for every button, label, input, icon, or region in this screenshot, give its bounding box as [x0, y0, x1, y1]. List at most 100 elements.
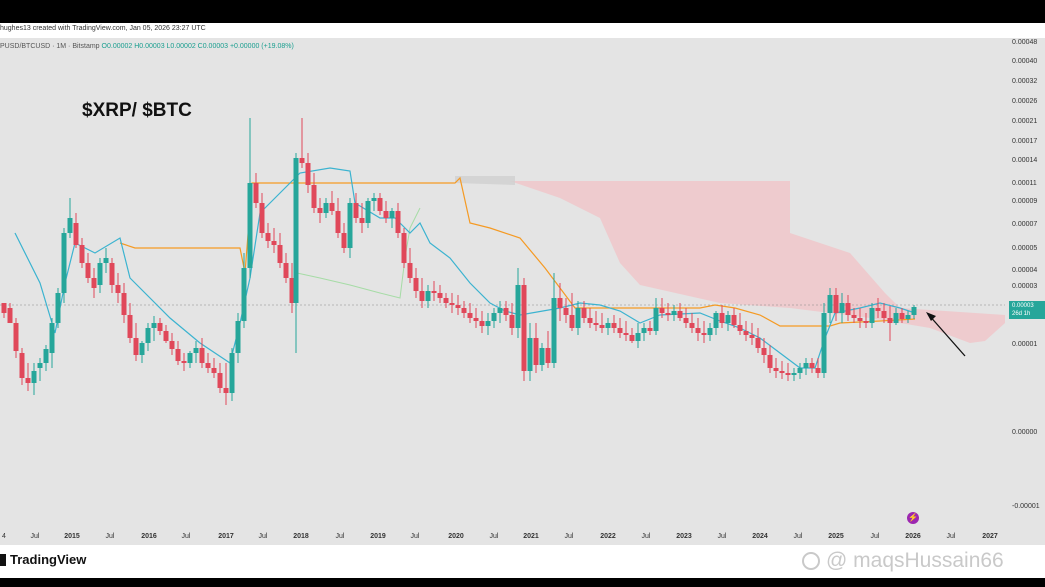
- candle-body: [461, 308, 467, 313]
- candle-body: [587, 318, 593, 323]
- candle-body: [485, 321, 491, 326]
- y-tick-label: 0.00032: [1012, 78, 1037, 85]
- candle-body: [863, 321, 869, 323]
- last-price-value: 0.00003: [1012, 303, 1034, 309]
- ichimoku-cloud: [510, 181, 1005, 343]
- candle-body: [305, 163, 311, 185]
- x-tick-label: Jul: [871, 533, 880, 540]
- x-tick-label: Jul: [336, 533, 345, 540]
- symbol-label: PUSD/BTCUSD · 1M · Bitstamp: [0, 43, 100, 50]
- candle-body: [743, 331, 749, 335]
- x-tick-label: 2022: [600, 533, 616, 540]
- candle-body: [259, 203, 265, 233]
- candle-body: [821, 313, 827, 373]
- candle-body: [443, 298, 449, 303]
- candle-body: [293, 158, 299, 303]
- candle-body: [277, 245, 283, 263]
- y-tick-label: 0.00040: [1012, 58, 1037, 65]
- candle-body: [229, 353, 235, 393]
- candle-body: [581, 308, 587, 318]
- candle-body: [569, 315, 575, 328]
- candle-body: [641, 328, 647, 333]
- x-tick-label: Jul: [565, 533, 574, 540]
- candle-body: [115, 285, 121, 293]
- candle-body: [527, 338, 533, 371]
- x-tick-label: 2025: [828, 533, 844, 540]
- candle-body: [473, 318, 479, 321]
- candle-body: [467, 313, 473, 318]
- y-tick-label: 0.00017: [1012, 138, 1037, 145]
- x-tick-label: 2026: [905, 533, 921, 540]
- x-tick-label: Jul: [182, 533, 191, 540]
- candle-body: [659, 308, 665, 313]
- candle-body: [509, 315, 515, 328]
- candle-body: [449, 303, 455, 305]
- candle-body: [341, 233, 347, 248]
- candle-body: [419, 291, 425, 301]
- x-tick-label: 2017: [218, 533, 234, 540]
- candle-body: [533, 338, 539, 365]
- candle-body: [881, 311, 887, 318]
- candle-body: [217, 373, 223, 388]
- y-tick-label: 0.00014: [1012, 157, 1037, 164]
- candle-body: [317, 208, 323, 213]
- candle-body: [665, 313, 671, 315]
- candle-body: [413, 278, 419, 291]
- candle-body: [869, 308, 875, 323]
- watermark-text: @ maqsHussain66: [826, 549, 1004, 572]
- y-tick-label: 0.00000: [1012, 429, 1037, 436]
- x-tick-label: Jul: [106, 533, 115, 540]
- watermark-logo-icon: [802, 552, 820, 570]
- candle-body: [905, 315, 911, 319]
- candle-body: [563, 308, 569, 315]
- candle-body: [157, 323, 163, 331]
- candle-body: [785, 373, 791, 375]
- candle-body: [887, 318, 893, 323]
- tradingview-logo: TradingView: [0, 552, 86, 567]
- tradingview-brand: TradingView: [10, 552, 87, 567]
- price-plot[interactable]: 0.00048 0.00040 0.00032 0.00026 0.00021 0.000…: [0, 23, 1045, 545]
- candle-body: [383, 211, 389, 218]
- x-tick-label: 4: [2, 533, 6, 540]
- tradingview-events-icon[interactable]: ⚡: [907, 512, 919, 524]
- candle-body: [25, 378, 31, 383]
- candle-body: [359, 218, 365, 223]
- candle-body: [187, 353, 193, 363]
- candle-body: [193, 348, 199, 353]
- candle-body: [557, 298, 563, 308]
- candle-body: [43, 349, 49, 363]
- candle-body: [401, 233, 407, 263]
- candle-body: [299, 158, 305, 163]
- candle-body: [815, 368, 821, 373]
- candle-body: [653, 308, 659, 331]
- candle-body: [599, 325, 605, 328]
- candle-body: [371, 198, 377, 201]
- candle-body: [271, 241, 277, 245]
- candle-body: [67, 218, 73, 233]
- candle-body: [773, 368, 779, 371]
- candle-body: [353, 203, 359, 218]
- candle-body: [899, 313, 905, 319]
- x-tick-label: 2020: [448, 533, 464, 540]
- candle-body: [497, 308, 503, 313]
- candle-body: [37, 363, 43, 368]
- candle-body: [671, 311, 677, 315]
- candle-body: [389, 211, 395, 218]
- x-tick-label: 2016: [141, 533, 157, 540]
- candle-body: [749, 335, 755, 338]
- y-tick-label: 0.00009: [1012, 198, 1037, 205]
- candle-body: [839, 303, 845, 313]
- candle-body: [13, 323, 19, 351]
- y-tick-label: 0.00011: [1012, 180, 1037, 187]
- candle-body: [151, 323, 157, 328]
- candle-body: [833, 295, 839, 313]
- candle-body: [133, 338, 139, 355]
- candle-body: [121, 293, 127, 315]
- candle-body: [593, 323, 599, 325]
- y-tick-label: 0.00021: [1012, 118, 1037, 125]
- candle-body: [347, 203, 353, 248]
- y-tick-label: 0.00048: [1012, 39, 1037, 46]
- candle-body: [211, 368, 217, 373]
- x-tick-label: Jul: [31, 533, 40, 540]
